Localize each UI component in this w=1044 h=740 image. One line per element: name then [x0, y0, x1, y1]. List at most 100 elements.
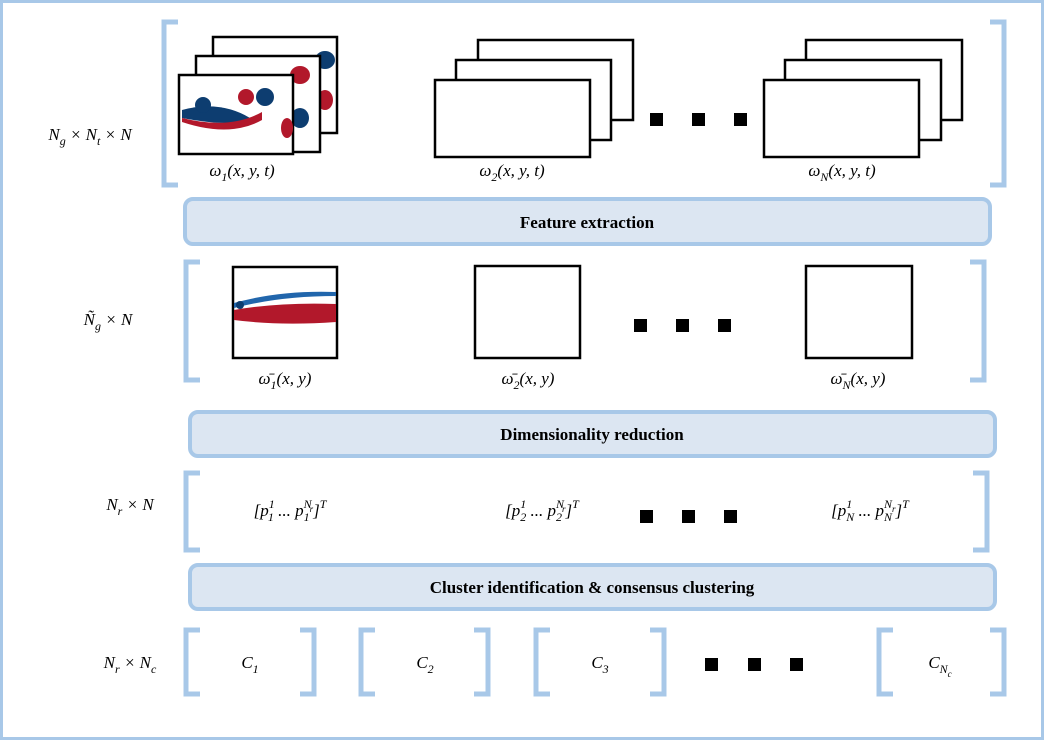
item-label: [p1 N ... pN Nr]T	[831, 497, 910, 524]
item-label: CNc	[928, 653, 951, 679]
item-label: ω2(x, y, t)	[479, 161, 545, 184]
math-text: (x, y, t)	[227, 161, 275, 180]
math-sub: N	[819, 170, 829, 184]
math-sup: T	[902, 497, 910, 511]
math-sub: g	[60, 134, 66, 148]
math-sub: 1	[253, 662, 259, 676]
math-text: C	[928, 653, 940, 672]
bracket	[183, 470, 200, 553]
math-text: C	[416, 653, 428, 672]
math-text: ... p	[274, 501, 304, 520]
mean-field	[231, 265, 339, 360]
math-sup: 1	[269, 497, 274, 511]
math-sup: 1	[846, 497, 852, 511]
math-text: Ñ	[83, 310, 97, 329]
math-supsub: r	[892, 504, 896, 514]
item-label: ω1(x, y, t)	[209, 161, 275, 184]
bracket	[970, 259, 987, 383]
math-sup: 1	[520, 497, 526, 511]
math-sub: r	[115, 662, 120, 676]
math-supsub: r	[562, 504, 566, 514]
ellipsis	[634, 319, 731, 332]
math-text: (x, y)	[520, 369, 555, 388]
bracket-pair	[183, 627, 1007, 697]
math-text: ... p	[526, 501, 556, 520]
ellipsis	[640, 510, 737, 523]
snapshot-stack	[762, 38, 964, 159]
math-sub: N	[883, 510, 893, 524]
ellipsis	[705, 658, 803, 671]
stage-box	[188, 410, 997, 458]
math-text: [p	[831, 501, 846, 520]
math-text: [p	[254, 501, 269, 520]
math-supsub: r	[310, 504, 314, 514]
math-sup: T	[320, 497, 328, 511]
row-label: Nr × N	[105, 495, 155, 518]
stage-box	[188, 563, 997, 611]
math-text: (x, y, t)	[828, 161, 876, 180]
math-text: N	[103, 653, 117, 672]
math-text: × N	[101, 310, 134, 329]
math-sub: 1	[268, 510, 274, 524]
ellipsis	[650, 113, 747, 126]
row-label: Nr × Nc	[103, 653, 157, 676]
math-text: ω	[479, 161, 491, 180]
stage-label: Dimensionality reduction	[500, 425, 684, 444]
math-text: (x, y)	[851, 369, 886, 388]
math-sub: 3	[602, 662, 609, 676]
math-sub: 2	[514, 378, 520, 392]
row-label: Ng × Nt × N	[47, 125, 133, 148]
mean-field	[804, 264, 914, 360]
snapshot-stack	[177, 35, 339, 156]
math-sub: 2	[556, 510, 562, 524]
math-text: × N	[66, 125, 99, 144]
item-label: C1	[241, 653, 258, 676]
math-sup: N	[883, 497, 893, 511]
math-text: ... p	[854, 501, 884, 520]
math-subsub: c	[948, 669, 952, 679]
math-text: [p	[505, 501, 520, 520]
math-text: × N	[100, 125, 133, 144]
mean-field	[473, 264, 582, 360]
math-text: ω	[209, 161, 221, 180]
math-text: ω	[808, 161, 820, 180]
math-text: N	[47, 125, 61, 144]
stage-label: Feature extraction	[520, 213, 655, 232]
math-sub: 1	[271, 378, 277, 392]
math-text: × N	[120, 653, 153, 672]
snapshot-stack	[433, 38, 635, 159]
math-sub: 2	[520, 510, 526, 524]
math-sup: T	[572, 497, 580, 511]
math-sub: 1	[304, 510, 310, 524]
row-label: Ñg × N	[83, 310, 134, 333]
math-text: C	[591, 653, 603, 672]
item-label: ω̄2(x, y)	[502, 369, 555, 392]
math-text: ]	[895, 501, 903, 520]
bracket	[183, 259, 200, 383]
math-text: ]	[312, 501, 320, 520]
math-sub: 2	[428, 662, 434, 676]
item-label: [p1 1 ... pN 1r]T	[254, 497, 328, 524]
bracket	[161, 19, 178, 188]
item-label: ωN(x, y, t)	[808, 161, 876, 184]
math-sub: N	[842, 378, 852, 392]
math-sub: 2	[491, 170, 497, 184]
math-sub: t	[97, 134, 101, 148]
bracket	[990, 19, 1007, 188]
math-text: × N	[122, 495, 155, 514]
item-label: C3	[591, 653, 608, 676]
math-text: C	[241, 653, 253, 672]
math-text: N	[105, 495, 119, 514]
item-label: C2	[416, 653, 433, 676]
math-sub: c	[151, 662, 157, 676]
math-sub: N	[939, 662, 949, 676]
math-text: ]	[565, 501, 573, 520]
math-sub: r	[118, 504, 123, 518]
math-sub: g	[95, 319, 101, 333]
stage-label: Cluster identification & consensus clust…	[430, 578, 755, 597]
bracket	[973, 470, 990, 553]
math-text: (x, y)	[277, 369, 312, 388]
item-label: [p1 2 ... pN 2r]T	[505, 497, 580, 524]
